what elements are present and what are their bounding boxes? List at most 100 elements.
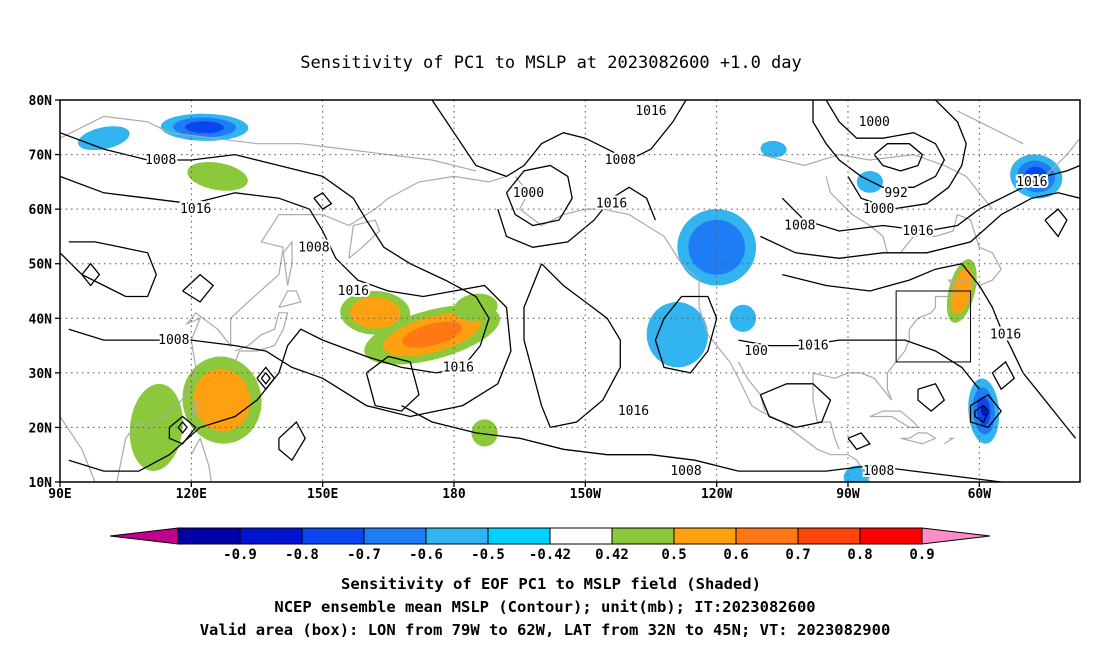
colorbar-swatch [797,527,861,545]
isobar [313,191,333,210]
colorbar-label: 0.42 [595,547,629,563]
isobar [365,355,420,412]
x-tick-label: 90W [836,487,860,502]
isobar [991,360,1016,391]
isobar [182,273,215,303]
colorbar-label: 0.9 [909,547,934,563]
isobar [497,186,657,248]
sensitivity-region [646,302,708,368]
sensitivity-region [856,171,884,193]
y-tick-label: 50N [29,258,53,273]
x-tick-label: 150E [307,487,338,502]
contour-label: 1016 [180,202,211,217]
coastline-segment [943,437,956,445]
y-tick-label: 20N [29,421,53,436]
coastline-segment [900,432,937,445]
contour-label: 1008 [863,464,894,479]
colorbar-label: -0.5 [471,547,505,563]
colorbar-label: -0.7 [347,547,381,563]
colorbar-swatch [735,527,799,545]
colorbar-label: 0.5 [661,547,686,563]
isobar [812,100,946,188]
coastline-segment [812,176,1002,401]
y-tick-label: 10N [29,476,53,491]
colorbar-label: -0.6 [409,547,443,563]
contour-label: 1016 [443,360,474,375]
coastline-segment [234,312,289,363]
contour-label: 1016 [1016,175,1047,190]
isobar [969,393,1003,429]
isobar [60,241,157,298]
isobar [401,405,1002,482]
isobar [873,143,924,172]
contour-label: 1016 [990,328,1021,343]
y-tick-label: 80N [29,94,53,109]
y-tick-label: 60N [29,203,53,218]
footer-line-2: NCEP ensemble mean MSLP (Contour); unit(… [274,598,815,616]
isobar [260,371,271,385]
colorbar [109,527,991,545]
coastline-segment [514,176,871,482]
isobar [278,420,306,462]
contour-label: 1008 [784,219,815,234]
contour-labels: 1016 1008 1000 1016 1008 1016 1008 1016 1008 1016… [143,102,1049,481]
isobar [738,339,980,390]
contour-label: 992 [884,186,907,201]
coastline-segment [60,115,477,172]
x-axis-ticks: 90E 120E 150E 180 150W 120W 90W 60W [48,482,991,502]
colorbar-swatch [363,527,427,545]
coastline-segment [737,361,766,412]
colorbar-labels: -0.9 -0.8 -0.7 -0.6 -0.5 -0.42 0.42 0.5 0.6 0.7 0.… [223,547,935,563]
colorbar-label: 0.7 [785,547,810,563]
isobar [654,295,718,374]
isobar [847,100,967,210]
contour-label: 1016 [338,284,369,299]
contour-label: 1016 [596,197,627,212]
sensitivity-region [185,121,224,134]
x-tick-label: 90E [48,487,71,502]
chart-title: Sensitivity of PC1 to MSLP at 2023082600… [300,53,802,73]
contour-label: 1008 [670,464,701,479]
y-tick-label: 70N [29,149,53,164]
sensitivity-region [1024,166,1048,187]
colorbar-swatch [177,527,241,545]
sensitivity-region [981,405,987,417]
contour-label: 1016 [902,224,933,239]
contour-label: 1016 [618,404,649,419]
isobar [760,192,1080,259]
colorbar-swatch [611,527,675,545]
sensitivity-region [129,383,183,471]
coastline-segment [869,410,920,428]
colorbar-max-triangle [921,527,991,545]
colorbar-label: 0.6 [723,547,748,563]
colorbar-swatch [487,527,551,545]
isobar [431,100,687,178]
valid-area-box [895,290,972,363]
contour-label: 1000 [863,202,894,217]
contour-label: 1008 [145,153,176,168]
isobar [782,262,1077,439]
contour-label: 100 [744,344,767,359]
x-tick-label: 120E [176,487,207,502]
isobar [1044,208,1068,238]
colorbar-label: -0.8 [285,547,319,563]
sensitivity-region [471,419,498,447]
contour-label: 1000 [859,115,890,130]
map-frame [59,99,1081,483]
coastline-segment [190,398,201,417]
colorbar-swatch [673,527,737,545]
contour-label: 1008 [298,240,329,255]
sensitivity-region [350,297,401,329]
contour-label: 1008 [605,153,636,168]
colorbar-swatch [239,527,303,545]
colorbar-label: 0.8 [847,547,872,563]
contour-label: 1016 [797,339,828,354]
coastline-segment [60,416,96,482]
coastline-segment [812,372,840,450]
isobar [974,404,989,423]
footer-line-3: Valid area (box): LON from 79W to 62W, L… [200,621,891,639]
isobar [759,383,832,429]
x-tick-label: 180 [442,487,466,502]
coastline-segment [278,290,302,308]
